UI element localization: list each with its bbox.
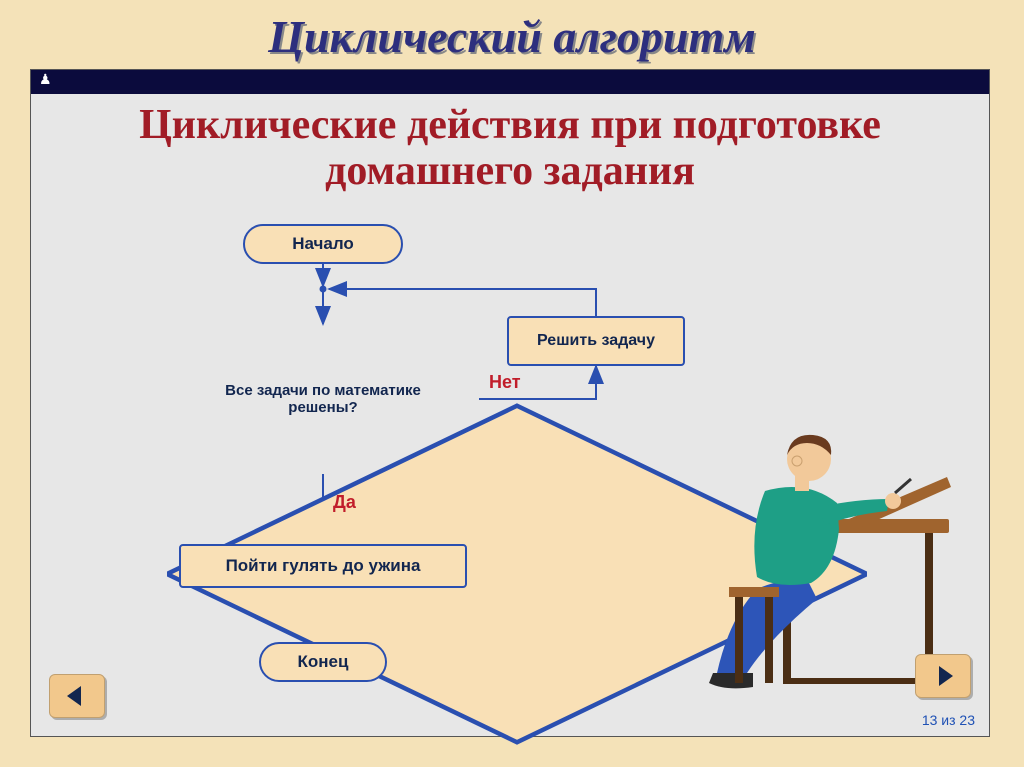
slide-frame: ♟ Циклические действия при подготовке до…	[30, 69, 990, 737]
flow-node-walk: Пойти гулять до ужина	[179, 544, 467, 588]
edge-label-yes: Да	[333, 492, 356, 513]
flow-node-decision: Все задачи по математике решены?	[167, 324, 479, 474]
arrow-right-icon	[929, 664, 957, 688]
flow-node-solve: Решить задачу	[507, 316, 685, 366]
edge-label-no: Нет	[489, 372, 521, 393]
page-root: Циклический алгоритм ♟ Циклические дейст…	[0, 0, 1024, 767]
flowchart: Начало Все задачи по математике решены? Ре…	[31, 224, 731, 724]
chess-icon: ♟	[39, 73, 55, 89]
flow-node-start: Начало	[243, 224, 403, 264]
prev-button[interactable]	[49, 674, 105, 718]
page-counter: 13 из 23	[922, 712, 975, 728]
slide-titlebar: ♟	[31, 70, 989, 94]
page-title: Циклический алгоритм	[30, 10, 994, 63]
slide-body: Циклические действия при подготовке дома…	[31, 94, 989, 736]
arrow-left-icon	[63, 684, 91, 708]
next-button[interactable]	[915, 654, 971, 698]
flow-node-end: Конец	[259, 642, 387, 682]
flow-node-decision-label: Все задачи по математике решены?	[167, 324, 479, 474]
slide-inner-title: Циклические действия при подготовке дома…	[31, 102, 989, 194]
